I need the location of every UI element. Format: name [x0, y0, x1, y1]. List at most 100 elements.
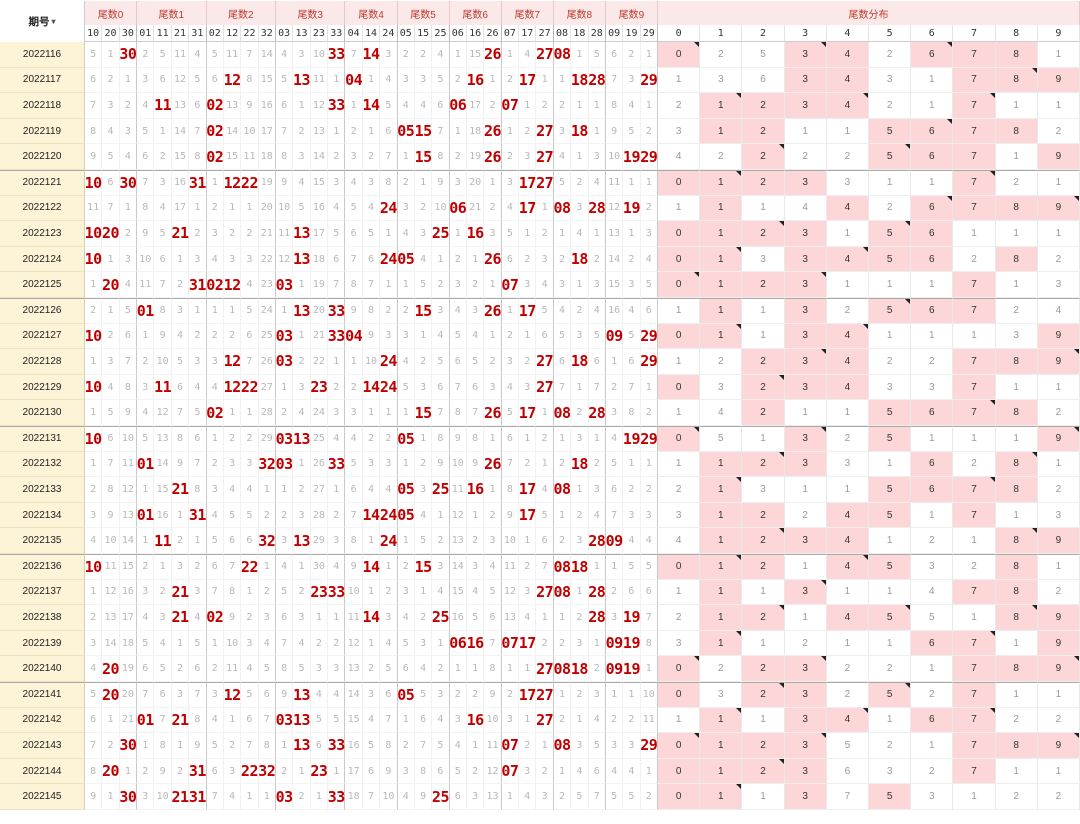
drawn-number: 16	[467, 221, 485, 247]
period-header-sort[interactable]: 期号 ▾	[0, 1, 85, 42]
miss-count: 5	[640, 554, 658, 580]
dist-hit-cell: 3	[784, 323, 827, 350]
miss-count: 1	[154, 554, 172, 580]
miss-count: 1	[640, 374, 658, 401]
dist-hit-cell: 7	[953, 630, 996, 657]
dist-hit-cell: 0	[658, 426, 701, 452]
group-header-5: 尾数5	[397, 1, 450, 25]
drawn-number: 15	[415, 400, 433, 426]
miss-count: 1	[571, 707, 589, 734]
miss-count: 1	[640, 42, 658, 68]
miss-count: 1	[154, 118, 172, 145]
drawn-number: 03	[276, 707, 294, 734]
miss-count: 3	[137, 579, 155, 606]
drawn-number: 20	[102, 221, 120, 247]
miss-count: 1	[467, 656, 485, 682]
drawn-number: 15	[415, 144, 433, 170]
drawn-number: 08	[553, 579, 572, 606]
miss-count: 18	[119, 630, 138, 657]
dist-miss-cell: 6	[742, 67, 785, 94]
dist-miss-cell: 1	[869, 707, 912, 734]
miss-count: 19	[119, 656, 138, 682]
miss-count: 10	[362, 349, 381, 375]
miss-count: 2	[640, 195, 658, 222]
dist-miss-cell: 3	[911, 554, 954, 580]
miss-count: 1	[206, 426, 224, 452]
drawn-number: 21	[171, 784, 190, 810]
miss-count: 3	[380, 323, 398, 350]
miss-count: 2	[571, 170, 589, 196]
miss-count: 1	[519, 93, 537, 119]
dist-miss-cell: 2	[826, 682, 869, 708]
dist-hit-cell: 1	[700, 195, 743, 222]
miss-count: 10	[276, 195, 294, 222]
number-header: 07	[501, 25, 520, 42]
miss-count: 10	[484, 707, 502, 734]
miss-count: 1	[397, 144, 415, 170]
dist-miss-cell: 2	[826, 144, 869, 170]
miss-count: 11	[223, 656, 242, 682]
dist-miss-cell: 1	[911, 170, 954, 196]
miss-count: 6	[206, 67, 224, 94]
dist-hit-cell: 3	[784, 246, 827, 273]
dist-miss-cell: 1	[953, 221, 996, 247]
drawn-number: 03	[276, 349, 294, 375]
miss-count: 9	[119, 400, 138, 426]
dist-hit-cell: 2	[742, 682, 785, 708]
dist-hit-cell: 2	[742, 656, 785, 682]
miss-count: 5	[536, 298, 554, 324]
miss-count: 1	[449, 221, 467, 247]
miss-count: 16	[310, 195, 329, 222]
dist-miss-cell: 2	[995, 784, 1038, 810]
drawn-number: 07	[501, 630, 520, 657]
miss-count: 1	[137, 323, 155, 350]
drawn-number: 21	[171, 477, 190, 503]
miss-count: 11	[102, 554, 120, 580]
miss-count: 4	[328, 426, 346, 452]
miss-count: 2	[449, 144, 467, 170]
miss-count: 2	[467, 758, 485, 785]
miss-count: 14	[345, 682, 363, 708]
period-cell: 2022143	[0, 733, 85, 759]
miss-count: 13	[345, 656, 363, 682]
miss-count: 1	[171, 246, 190, 273]
sort-arrow-icon[interactable]: ▾	[51, 17, 56, 26]
dist-miss-cell: 1	[1037, 758, 1080, 785]
dist-hit-cell: 8	[995, 605, 1038, 631]
miss-count: 5	[588, 42, 606, 68]
dist-hit-cell: 9	[1037, 426, 1080, 452]
miss-count: 4	[432, 323, 450, 350]
miss-count: 2	[328, 144, 346, 170]
miss-count: 5	[588, 323, 606, 350]
miss-count: 3	[432, 554, 450, 580]
miss-count: 6	[154, 67, 172, 94]
miss-count: 4	[397, 349, 415, 375]
miss-count: 3	[85, 630, 103, 657]
miss-count: 2	[571, 298, 589, 324]
miss-count: 5	[258, 656, 276, 682]
miss-count: 5	[189, 67, 207, 94]
miss-count: 3	[241, 630, 259, 657]
miss-count: 2	[501, 144, 520, 170]
miss-count: 7	[189, 118, 207, 145]
miss-count: 22	[310, 349, 329, 375]
miss-count: 3	[223, 758, 242, 785]
drawn-number: 24	[380, 502, 398, 529]
miss-count: 7	[102, 451, 120, 478]
group-header-0: 尾数0	[85, 1, 138, 25]
dist-hit-cell: 3	[784, 272, 827, 298]
miss-count: 1	[623, 221, 641, 247]
drawn-number: 01	[137, 298, 155, 324]
dist-hit-cell: 0	[658, 170, 701, 196]
miss-count: 8	[102, 477, 120, 503]
miss-count: 2	[414, 42, 433, 68]
miss-count: 3	[432, 682, 450, 708]
miss-count: 20	[119, 682, 138, 708]
miss-count: 30	[310, 554, 329, 580]
miss-count: 1	[536, 605, 554, 631]
miss-count: 1	[501, 784, 520, 810]
miss-count: 14	[171, 118, 190, 145]
miss-count: 1	[484, 426, 502, 452]
miss-count: 4	[362, 477, 381, 503]
miss-count: 22	[258, 246, 276, 273]
